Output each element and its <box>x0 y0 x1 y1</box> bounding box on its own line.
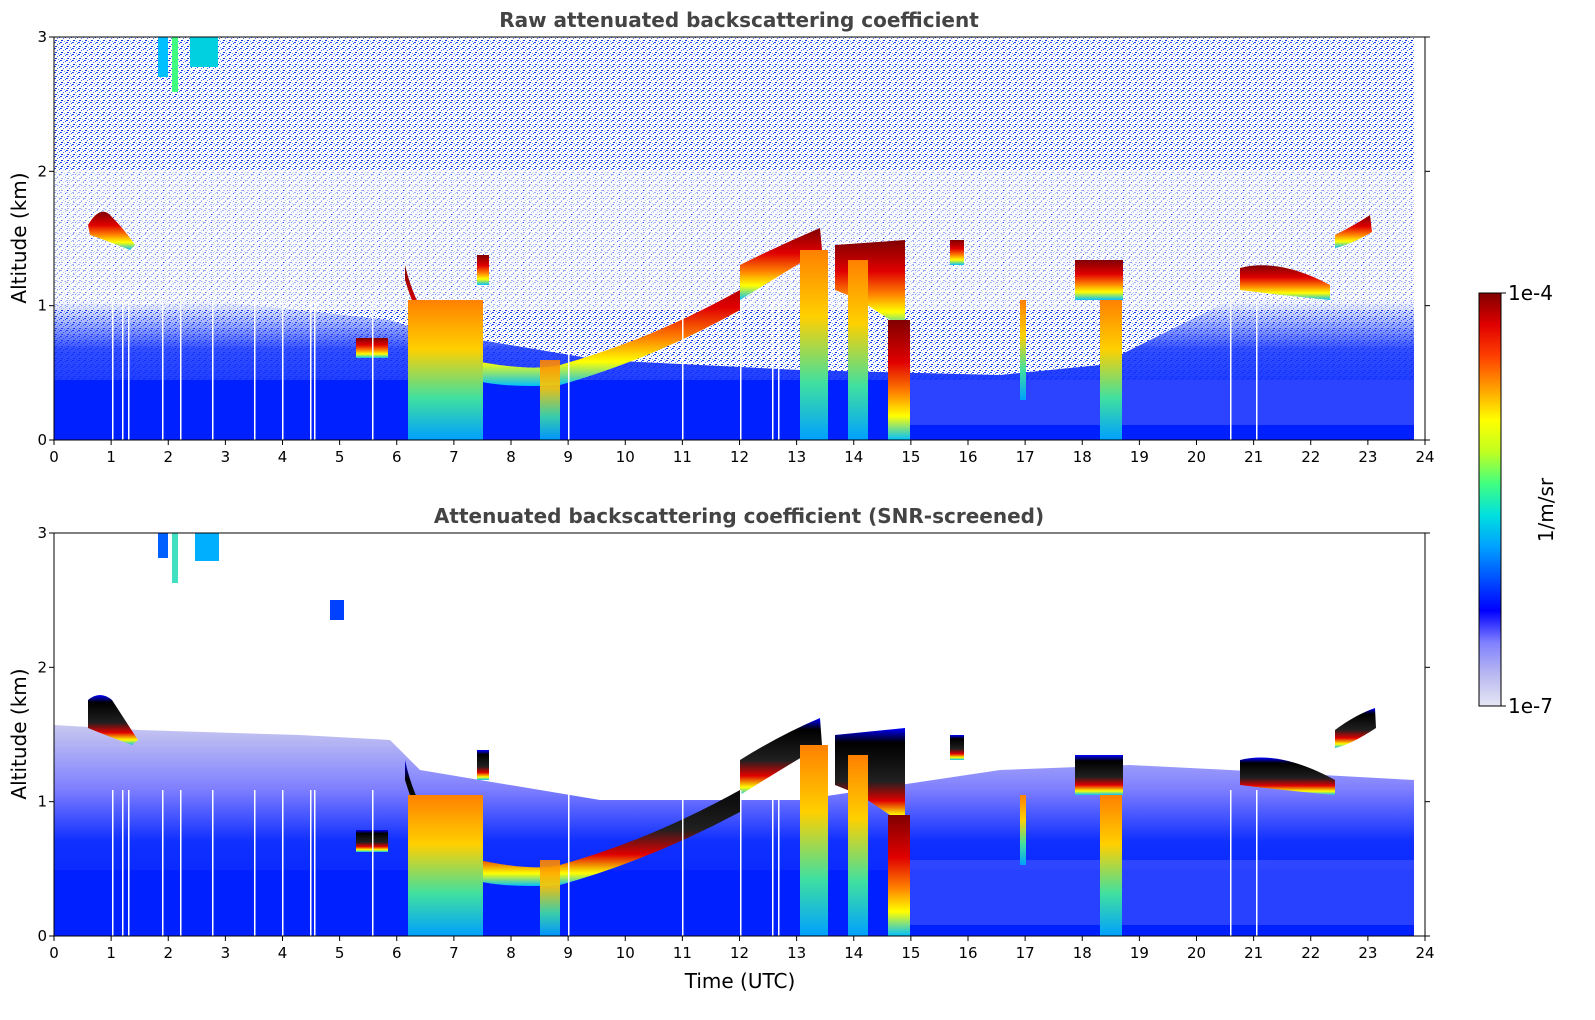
x-tick-label: 19 <box>1130 448 1149 466</box>
colorbar-unit-label: 1/m/sr <box>1534 477 1558 542</box>
x-tick-label: 11 <box>673 944 692 962</box>
x-tick-label: 2 <box>163 944 173 962</box>
x-tick-label: 0 <box>49 944 59 962</box>
colorbar-min-label: 1e-7 <box>1508 694 1553 718</box>
y-tick-label: 3 <box>37 524 47 542</box>
x-tick-label: 18 <box>1073 448 1092 466</box>
panel-screened-ylabel: Altitude (km) <box>7 668 31 799</box>
x-tick-label: 15 <box>901 944 920 962</box>
x-tick-label: 18 <box>1073 944 1092 962</box>
x-tick-label: 23 <box>1358 944 1377 962</box>
x-tick-label: 13 <box>787 448 806 466</box>
x-tick-label: 10 <box>616 944 635 962</box>
y-tick-label: 2 <box>37 162 47 180</box>
x-tick-label: 17 <box>1016 448 1035 466</box>
x-tick-label: 6 <box>392 448 402 466</box>
y-tick-label: 0 <box>37 927 47 945</box>
colorbar-max-label: 1e-4 <box>1508 281 1553 305</box>
y-tick-label: 3 <box>37 28 47 46</box>
x-tick-label: 16 <box>958 448 977 466</box>
x-tick-label: 23 <box>1358 448 1377 466</box>
x-tick-label: 21 <box>1244 944 1263 962</box>
panel-raw: Raw attenuated backscattering coefficien… <box>7 8 1435 466</box>
x-tick-label: 21 <box>1244 448 1263 466</box>
x-tick-label: 16 <box>958 944 977 962</box>
x-tick-label: 22 <box>1301 448 1320 466</box>
panel-raw-ylabel: Altitude (km) <box>7 172 31 303</box>
x-tick-label: 6 <box>392 944 402 962</box>
x-tick-label: 2 <box>163 448 173 466</box>
x-tick-label: 8 <box>506 448 516 466</box>
y-tick-label: 1 <box>37 297 47 315</box>
panel-raw-heatmap <box>54 37 1414 440</box>
x-tick-label: 4 <box>278 944 288 962</box>
colorbar: 1e-4 1e-7 1/m/sr <box>1478 281 1558 718</box>
panel-screened-axes: 0 1 2 3 4 5 6 7 8 9 10 11 12 13 14 15 16 17 18 19 20 21 22 23 24… <box>37 524 1434 962</box>
colorbar-bar <box>1478 292 1502 707</box>
y-tick-label: 0 <box>37 431 47 449</box>
x-tick-label: 1 <box>106 944 116 962</box>
x-tick-label: 9 <box>563 448 573 466</box>
x-tick-label: 12 <box>730 448 749 466</box>
x-tick-label: 14 <box>844 944 863 962</box>
x-tick-label: 10 <box>616 448 635 466</box>
panel-screened-heatmap <box>54 533 1425 936</box>
x-tick-label: 4 <box>278 448 288 466</box>
x-tick-label: 15 <box>901 448 920 466</box>
x-tick-label: 1 <box>106 448 116 466</box>
x-tick-label: 17 <box>1016 944 1035 962</box>
x-tick-label: 13 <box>787 944 806 962</box>
x-tick-label: 3 <box>221 944 231 962</box>
x-tick-label: 7 <box>449 944 459 962</box>
x-tick-label: 19 <box>1130 944 1149 962</box>
x-tick-label: 5 <box>335 944 345 962</box>
x-tick-label: 3 <box>221 448 231 466</box>
x-tick-label: 8 <box>506 944 516 962</box>
x-tick-label: 20 <box>1187 448 1206 466</box>
y-tick-label: 2 <box>37 658 47 676</box>
panel-raw-title: Raw attenuated backscattering coefficien… <box>499 8 979 32</box>
x-tick-label: 20 <box>1187 944 1206 962</box>
panel-screened: Attenuated backscattering coefficient (S… <box>7 504 1435 993</box>
x-tick-label: 12 <box>730 944 749 962</box>
x-tick-label: 24 <box>1415 944 1434 962</box>
y-tick-label: 1 <box>37 793 47 811</box>
x-tick-label: 14 <box>844 448 863 466</box>
x-tick-label: 7 <box>449 448 459 466</box>
x-tick-label: 5 <box>335 448 345 466</box>
x-tick-label: 24 <box>1415 448 1434 466</box>
x-tick-label: 0 <box>49 448 59 466</box>
panel-screened-xlabel: Time (UTC) <box>684 969 796 993</box>
x-tick-label: 9 <box>563 944 573 962</box>
x-tick-label: 22 <box>1301 944 1320 962</box>
panel-raw-axes: 0 1 2 3 4 5 6 7 8 9 10 11 12 13 14 15 16 17 18 19 20 21 22 23 24… <box>37 28 1434 466</box>
x-tick-label: 11 <box>673 448 692 466</box>
panel-screened-title: Attenuated backscattering coefficient (S… <box>434 504 1044 528</box>
